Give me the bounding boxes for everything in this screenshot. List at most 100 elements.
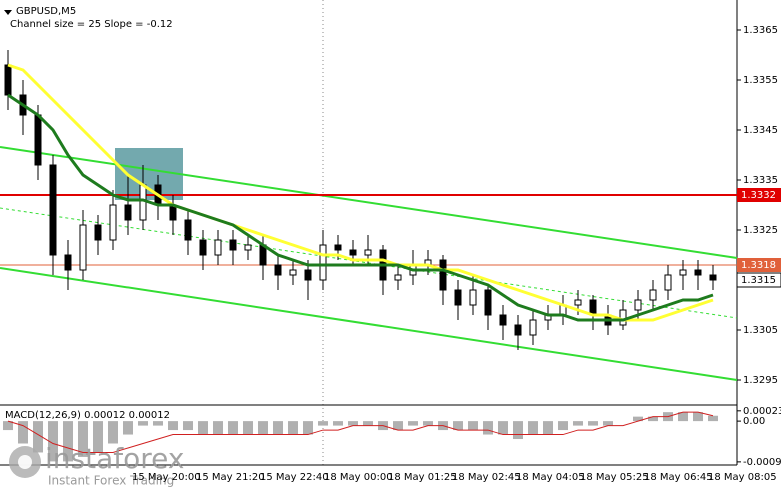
macd-bar [573,421,583,426]
macd-bar [558,421,568,431]
x-tick-label: 18 May 02:45 [452,472,521,483]
level-label: 1.3332 [741,190,776,201]
candle-body [514,324,522,336]
candle-body [709,274,717,281]
macd-bar [168,421,178,431]
x-tick-label: 18 May 01:25 [388,472,457,483]
macd-bar [48,421,58,462]
candle-body [334,244,342,251]
macd-bar [708,415,718,422]
moving-average [7,93,714,322]
price-panel: 1.3365 1.3355 1.3345 1.3335 1.3325 1.3305 1.32… [0,25,781,386]
macd-bar [303,421,313,435]
x-tick-label: 15 May 21:20 [196,472,265,483]
macd-bar [228,421,238,435]
macd-bar [213,421,223,435]
candle-body [274,264,282,276]
menu-arrow [4,10,12,15]
candle-body [469,289,477,306]
y-tick-label: 0.00 [743,416,765,427]
macd-bar [408,421,418,426]
macd-bar [468,421,478,431]
macd-bar [588,421,598,426]
macd-bar [333,421,343,426]
y-tick-label: 1.3355 [743,75,778,86]
candle-body [394,274,402,281]
macd-bar [678,412,688,422]
x-tick-label: 15 May 22:40 [260,472,329,483]
candle-body [79,224,87,271]
macd-bar [528,421,538,435]
candle-body [139,184,147,221]
macd-bar [138,421,148,426]
macd-bar [78,421,88,457]
x-tick-label: 18 May 08:05 [708,472,777,483]
macd-bar [393,421,403,431]
candle-body [454,289,462,306]
macd-bar [273,421,283,435]
tagline: Instant Forex Trading [48,474,174,488]
candle-body [664,274,672,291]
candle-body [124,204,132,221]
price-box [736,272,781,288]
macd-bar [513,421,523,440]
macd-bar [288,421,298,435]
channel-line [0,146,738,259]
macd-bar [648,416,658,422]
macd-bar [243,421,253,435]
macd-bar [123,421,133,435]
candle-body [244,244,252,251]
candle-body [574,299,582,306]
y-tick-label: 1.3335 [743,175,778,186]
brand: instaforex [45,442,184,475]
macd-bar [453,421,463,431]
macd-bar [183,421,193,431]
x-tick-label: 18 May 00:00 [324,472,393,483]
candle-body [529,319,537,336]
candle-body [184,219,192,241]
candle-body [109,204,117,241]
candle-body [649,289,657,301]
macd-bar [93,421,103,453]
candle-body [349,249,357,256]
candle-body [619,309,627,326]
channel-line [0,267,738,381]
candle-body [229,239,237,251]
moving-average [7,63,714,322]
macd-bar [363,421,373,426]
y-tick-label: -0.00091 [743,457,781,468]
y-tick-label: 1.3345 [743,125,778,136]
macd-bar [603,421,613,426]
candle-body [364,249,372,256]
macd-bar [693,412,703,422]
macd-bar [108,421,118,444]
y-tick-label: 1.3295 [743,375,778,386]
candle-body [484,289,492,316]
macd-bar [3,421,13,431]
macd-bar [348,421,358,426]
macd-bar [198,421,208,435]
macd-bar [33,421,43,453]
candle-body [694,269,702,276]
watermark: instaforex Instant Forex Trading [9,442,184,488]
macd-bar [483,421,493,435]
macd-bar [318,421,328,426]
candle-body [499,314,507,326]
candle-body [679,269,687,276]
macd-bar [498,421,508,435]
candle-body [634,299,642,311]
x-tick-label: 18 May 04:05 [516,472,585,483]
macd-label: MACD(12,26,9) 0.00012 0.00012 [5,410,170,421]
x-tick-label: 18 May 05:25 [580,472,649,483]
candle-body [304,269,312,281]
level-label: 1.3318 [741,260,776,271]
logo-icon-inner [18,455,32,469]
signal-line [7,411,714,453]
macd-bar [18,421,28,444]
y-tick-label: 1.3325 [743,225,778,236]
y-tick-label: 0.00023 [743,406,781,417]
chart-subtitle: Channel size = 25 Slope = -0.12 [10,19,173,30]
candle-body [289,269,297,276]
